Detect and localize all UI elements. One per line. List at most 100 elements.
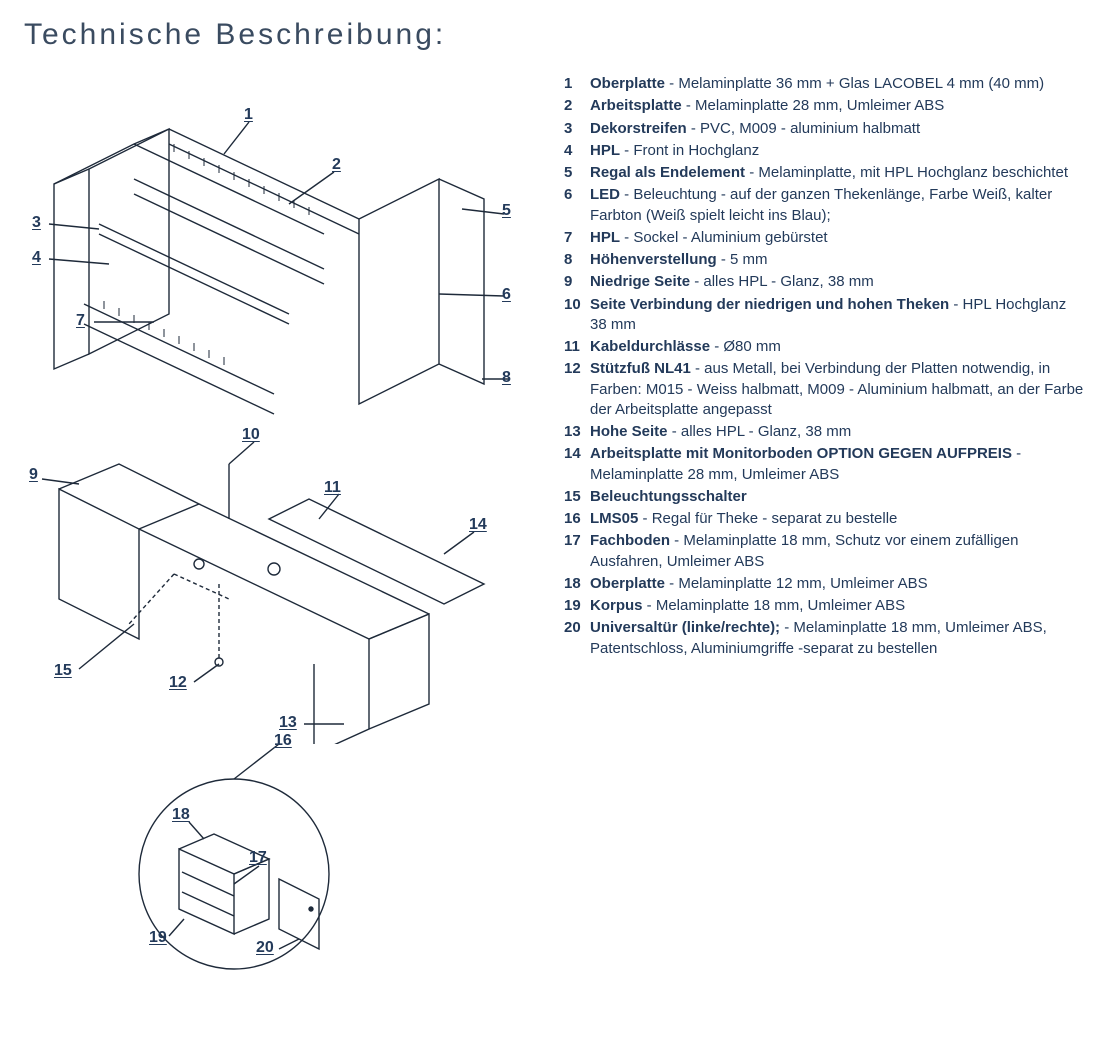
counter-front-diagram <box>24 74 524 424</box>
spec-body: Niedrige Seite - alles HPL - Glanz, 38 m… <box>590 272 1085 292</box>
spec-row: 18Oberplatte - Melaminplatte 12 mm, Umle… <box>564 574 1085 594</box>
spec-term: Arbeitsplatte <box>590 97 682 114</box>
spec-term: Niedrige Seite <box>590 273 690 290</box>
spec-description: - Melaminplatte 28 mm, Umleimer ABS <box>682 97 945 114</box>
callout-19: 19 <box>149 929 167 947</box>
callout-9: 9 <box>29 466 38 484</box>
callout-1: 1 <box>244 106 253 124</box>
callout-6: 6 <box>502 286 511 304</box>
spec-body: Seite Verbindung der niedrigen und hohen… <box>590 295 1085 336</box>
callout-10: 10 <box>242 426 260 444</box>
spec-term: Oberplatte <box>590 575 665 592</box>
spec-term: Dekorstreifen <box>590 120 687 137</box>
spec-row: 12Stützfuß NL41 - aus Metall, bei Verbin… <box>564 359 1085 420</box>
diagram-mid-wrap: 9 10 11 14 15 12 13 <box>24 424 524 744</box>
spec-number: 18 <box>564 574 590 594</box>
spec-row: 6LED - Beleuchtung - auf der ganzen Thek… <box>564 185 1085 226</box>
spec-description: - Ø80 mm <box>710 338 781 355</box>
spec-term: LED <box>590 186 620 203</box>
callout-3: 3 <box>32 214 41 232</box>
callout-17: 17 <box>249 849 267 867</box>
spec-body: Beleuchtungsschalter <box>590 487 1085 507</box>
spec-number: 1 <box>564 74 590 94</box>
spec-description: - Sockel - Aluminium gebürstet <box>620 229 828 246</box>
spec-row: 10Seite Verbindung der niedrigen und hoh… <box>564 295 1085 336</box>
spec-body: Oberplatte - Melaminplatte 12 mm, Umleim… <box>590 574 1085 594</box>
spec-body: Stützfuß NL41 - aus Metall, bei Verbindu… <box>590 359 1085 420</box>
spec-body: LMS05 - Regal für Theke - separat zu bes… <box>590 509 1085 529</box>
shelf-detail-diagram <box>84 744 384 974</box>
spec-number: 8 <box>564 250 590 270</box>
spec-description: - Beleuchtung - auf der ganzen Thekenlän… <box>590 186 1052 223</box>
spec-description: - Melaminplatte 36 mm + Glas LACOBEL 4 m… <box>665 75 1044 92</box>
callout-13: 13 <box>279 714 297 732</box>
spec-term: Arbeitsplatte mit Monitorboden OPTION GE… <box>590 445 1012 462</box>
spec-term: Beleuchtungsschalter <box>590 488 747 505</box>
spec-description: - PVC, M009 - aluminium halbmatt <box>687 120 920 137</box>
spec-number: 19 <box>564 596 590 616</box>
callout-8: 8 <box>502 369 511 387</box>
callout-2: 2 <box>332 156 341 174</box>
spec-row: 17Fachboden - Melaminplatte 18 mm, Schut… <box>564 531 1085 572</box>
spec-term: Seite Verbindung der niedrigen und hohen… <box>590 296 949 313</box>
spec-number: 7 <box>564 228 590 248</box>
callout-4: 4 <box>32 249 41 267</box>
spec-term: Kabeldurchlässe <box>590 338 710 355</box>
spec-number: 12 <box>564 359 590 420</box>
diagram-column: 1 2 3 4 5 6 7 8 <box>24 74 524 974</box>
callout-20: 20 <box>256 939 274 957</box>
spec-term: Fachboden <box>590 532 670 549</box>
spec-term: LMS05 <box>590 510 638 527</box>
spec-number: 11 <box>564 337 590 357</box>
callout-11: 11 <box>324 479 341 497</box>
spec-row: 14Arbeitsplatte mit Monitorboden OPTION … <box>564 444 1085 485</box>
spec-body: Korpus - Melaminplatte 18 mm, Umleimer A… <box>590 596 1085 616</box>
spec-body: Universaltür (linke/rechte); - Melaminpl… <box>590 618 1085 659</box>
spec-number: 2 <box>564 96 590 116</box>
spec-number: 14 <box>564 444 590 485</box>
callout-5: 5 <box>502 202 511 220</box>
spec-description: - alles HPL - Glanz, 38 mm <box>690 273 874 290</box>
spec-term: Hohe Seite <box>590 423 668 440</box>
spec-body: Oberplatte - Melaminplatte 36 mm + Glas … <box>590 74 1085 94</box>
spec-row: 15Beleuchtungsschalter <box>564 487 1085 507</box>
spec-number: 10 <box>564 295 590 336</box>
spec-row: 11Kabeldurchlässe - Ø80 mm <box>564 337 1085 357</box>
spec-description: - Melaminplatte 12 mm, Umleimer ABS <box>665 575 928 592</box>
spec-list: 1Oberplatte - Melaminplatte 36 mm + Glas… <box>564 74 1085 661</box>
spec-number: 17 <box>564 531 590 572</box>
spec-row: 3Dekorstreifen - PVC, M009 - aluminium h… <box>564 119 1085 139</box>
spec-term: Stützfuß NL41 <box>590 360 691 377</box>
spec-body: Kabeldurchlässe - Ø80 mm <box>590 337 1085 357</box>
spec-body: Höhenverstellung - 5 mm <box>590 250 1085 270</box>
spec-number: 6 <box>564 185 590 226</box>
diagram-top-wrap: 1 2 3 4 5 6 7 8 <box>24 74 524 424</box>
page-title: Technische Beschreibung: <box>24 18 1085 52</box>
spec-description: - 5 mm <box>717 251 768 268</box>
spec-row: 13Hohe Seite - alles HPL - Glanz, 38 mm <box>564 422 1085 442</box>
spec-term: HPL <box>590 142 620 159</box>
spec-body: Hohe Seite - alles HPL - Glanz, 38 mm <box>590 422 1085 442</box>
spec-number: 15 <box>564 487 590 507</box>
spec-body: Arbeitsplatte - Melaminplatte 28 mm, Uml… <box>590 96 1085 116</box>
spec-number: 16 <box>564 509 590 529</box>
spec-term: Regal als Endelement <box>590 164 745 181</box>
spec-description: - Regal für Theke - separat zu bestelle <box>638 510 897 527</box>
spec-number: 3 <box>564 119 590 139</box>
spec-number: 9 <box>564 272 590 292</box>
spec-number: 13 <box>564 422 590 442</box>
spec-number: 20 <box>564 618 590 659</box>
spec-row: 19Korpus - Melaminplatte 18 mm, Umleimer… <box>564 596 1085 616</box>
callout-16: 16 <box>274 732 292 750</box>
spec-description: - alles HPL - Glanz, 38 mm <box>668 423 852 440</box>
callout-15: 15 <box>54 662 72 680</box>
spec-row: 20Universaltür (linke/rechte); - Melamin… <box>564 618 1085 659</box>
spec-number: 4 <box>564 141 590 161</box>
diagram-inset-wrap: 16 17 18 19 20 <box>84 744 524 974</box>
callout-14: 14 <box>469 516 487 534</box>
spec-row: 1Oberplatte - Melaminplatte 36 mm + Glas… <box>564 74 1085 94</box>
spec-term: HPL <box>590 229 620 246</box>
spec-body: Dekorstreifen - PVC, M009 - aluminium ha… <box>590 119 1085 139</box>
spec-term: Universaltür (linke/rechte); <box>590 619 780 636</box>
spec-row: 2Arbeitsplatte - Melaminplatte 28 mm, Um… <box>564 96 1085 116</box>
